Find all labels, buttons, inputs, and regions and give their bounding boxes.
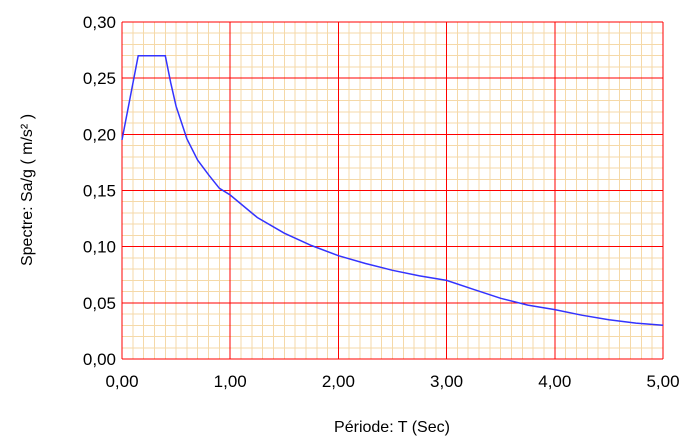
x-tick-label: 4,00 — [538, 372, 571, 391]
y-tick-label: 0,25 — [83, 69, 116, 88]
y-tick-label: 0,00 — [83, 350, 116, 369]
x-tick-labels: 0,00 1,00 2,00 3,00 4,00 5,00 — [105, 372, 679, 391]
y-tick-label: 0,15 — [83, 182, 116, 201]
y-axis-title: Spectre: Sa/g ( m/s² ) — [19, 114, 36, 266]
y-tick-label: 0,20 — [83, 125, 116, 144]
x-tick-label: 2,00 — [322, 372, 355, 391]
x-tick-label: 5,00 — [646, 372, 679, 391]
x-tick-label: 3,00 — [430, 372, 463, 391]
major-grid — [121, 21, 664, 360]
y-tick-labels: 0,00 0,05 0,10 0,15 0,20 0,25 0,30 — [83, 13, 116, 369]
x-tick-label: 0,00 — [105, 372, 138, 391]
y-tick-label: 0,30 — [83, 13, 116, 32]
spectrum-line — [121, 54, 664, 327]
x-axis-title: Période: T (Sec) — [334, 419, 450, 436]
y-tick-label: 0,05 — [83, 294, 116, 313]
y-tick-label: 0,10 — [83, 238, 116, 257]
x-tick-label: 1,00 — [214, 372, 247, 391]
